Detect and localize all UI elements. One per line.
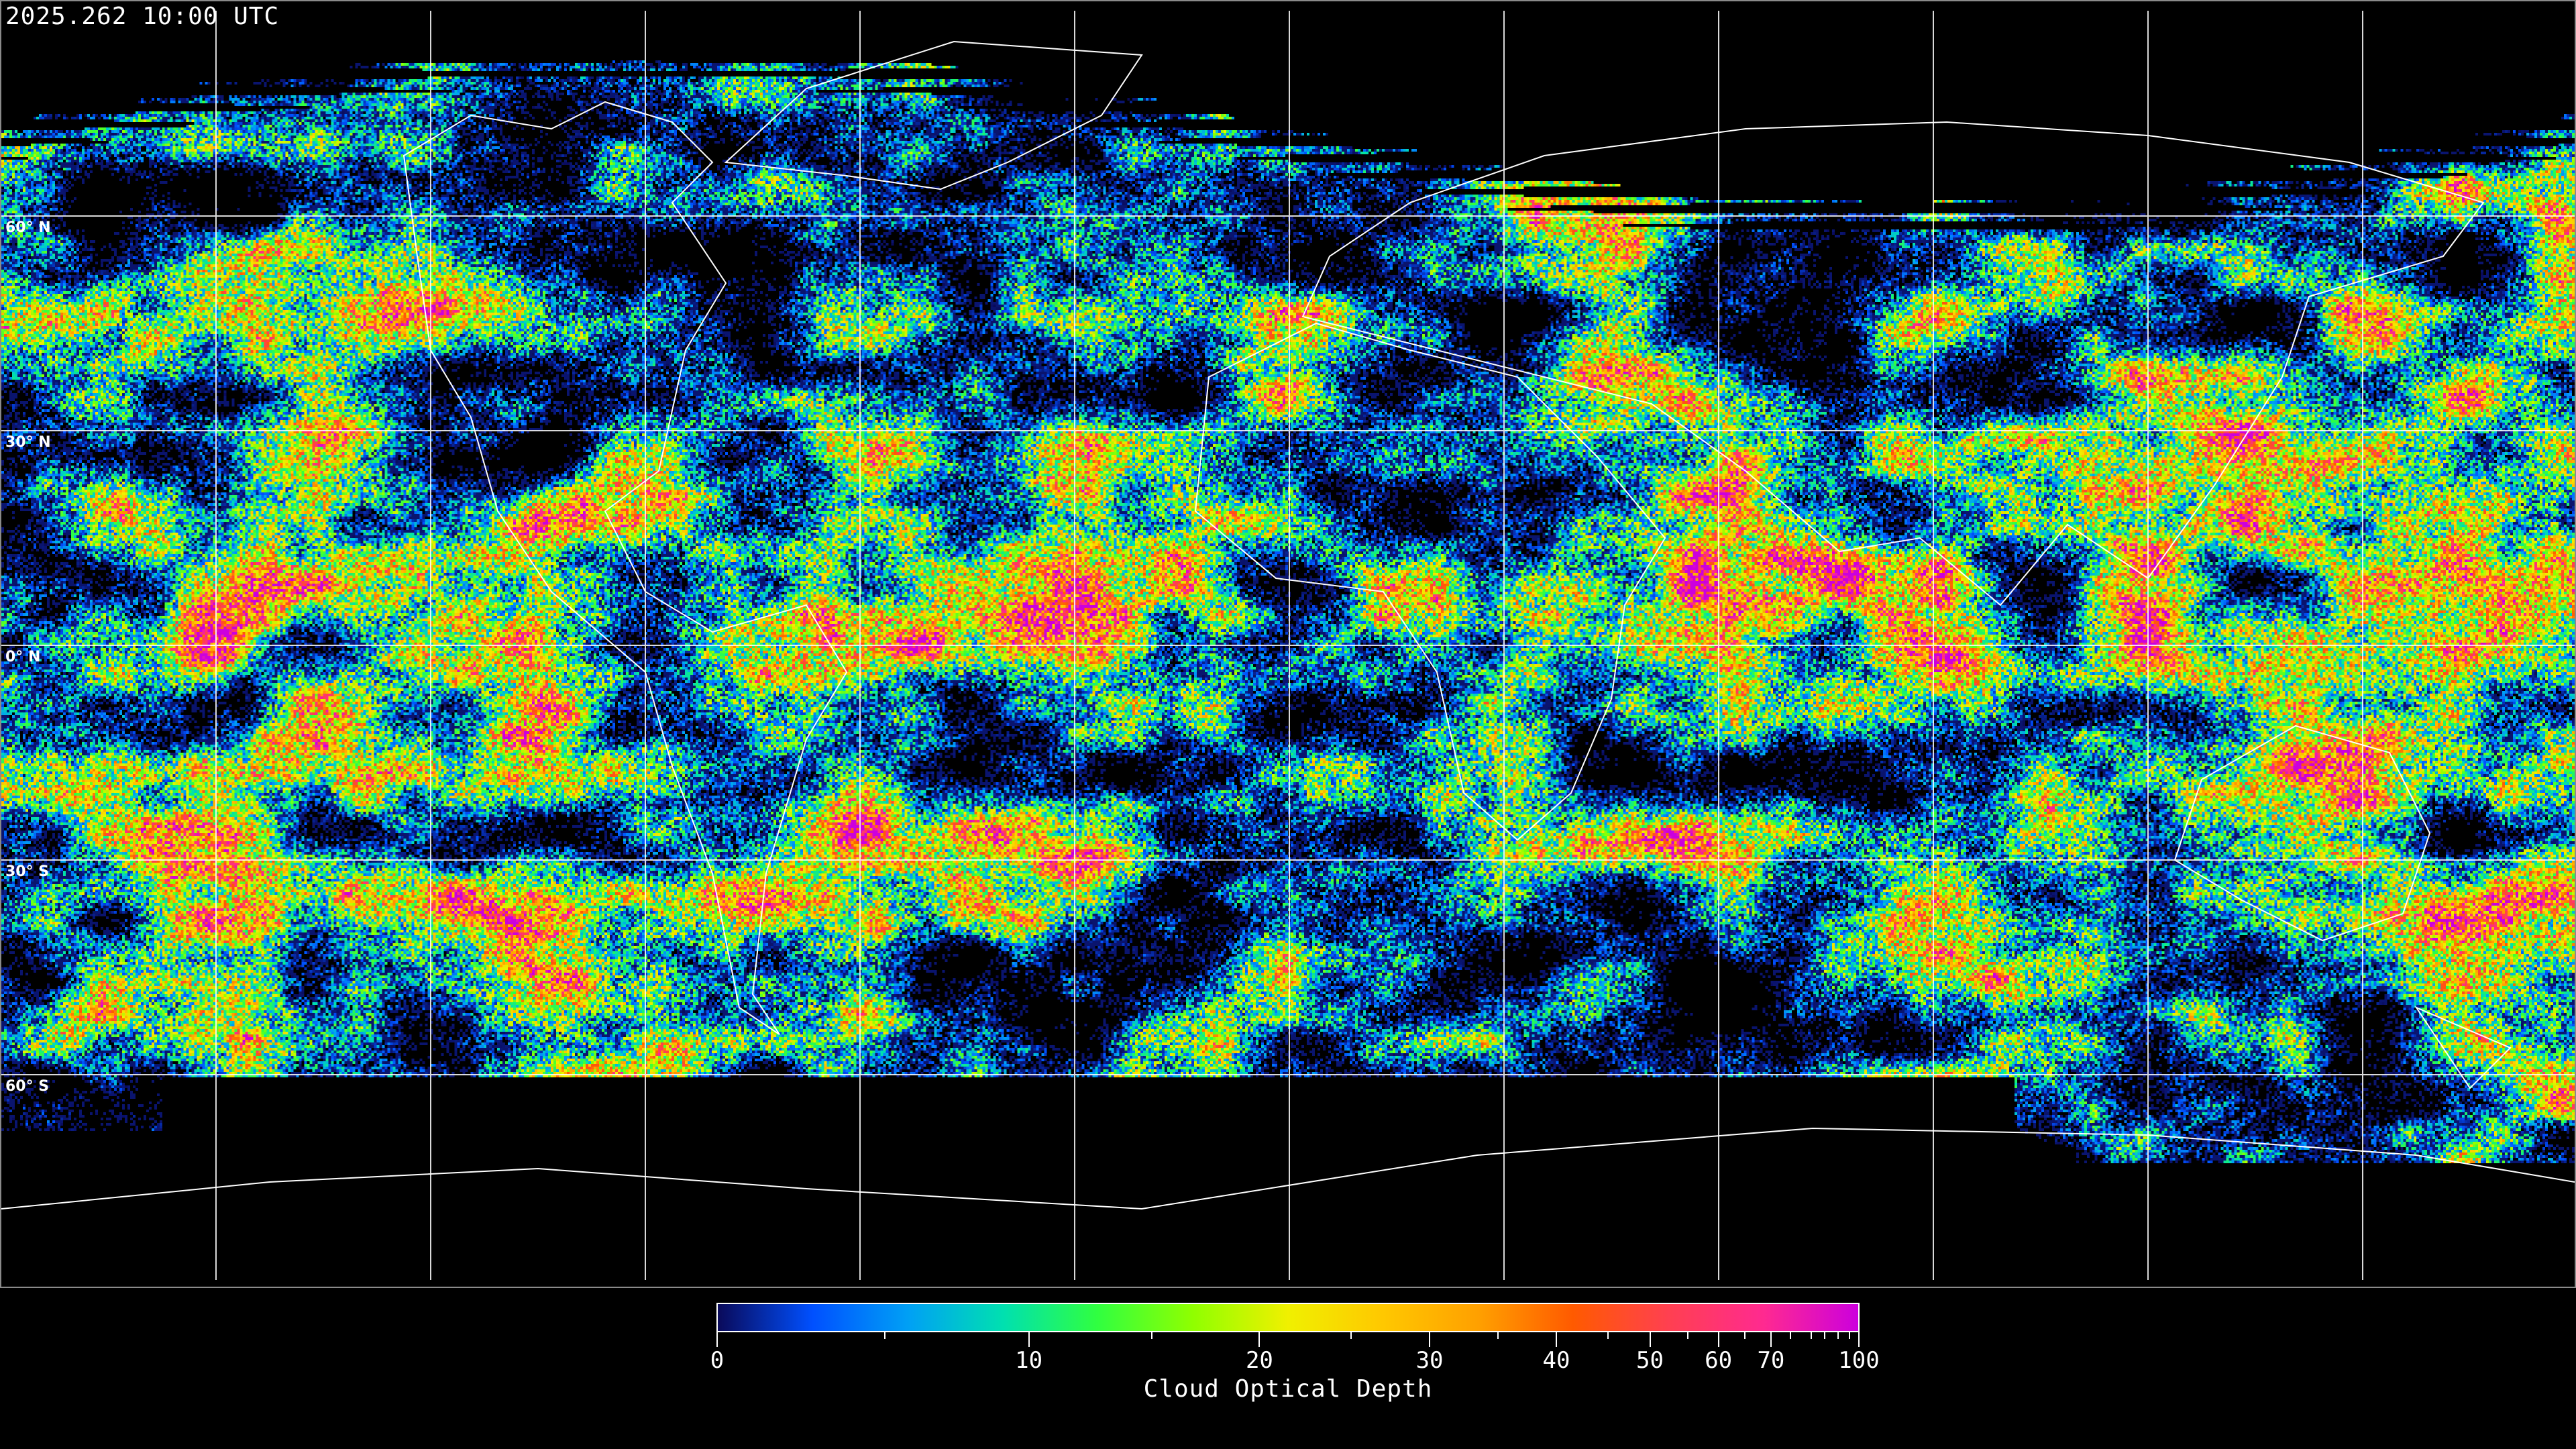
colorbar-major-tick <box>1258 1331 1260 1347</box>
lat-label-60s: 60° S <box>5 1078 50 1095</box>
colorbar-minor-tick <box>884 1331 886 1339</box>
coastline <box>724 40 1143 191</box>
colorbar-tick-label: 20 <box>1245 1347 1273 1374</box>
colorbar-tick-label: 60 <box>1705 1347 1733 1374</box>
colorbar-minor-tick <box>1849 1331 1851 1339</box>
lat-label-30s: 30° S <box>5 863 50 880</box>
timestamp-label: 2025.262 10:00 UTC <box>5 3 280 30</box>
colorbar-ticks: 0 10 20 30 40 50 60 70 100 <box>710 1331 1880 1391</box>
colorbar-minor-tick <box>1810 1331 1812 1339</box>
graticule <box>1 11 2575 1280</box>
coastline <box>2174 724 2431 942</box>
lat-label-60n: 60° N <box>5 219 51 236</box>
colorbar-minor-tick <box>1743 1331 1746 1339</box>
coastlines <box>1 40 2575 1210</box>
colorbar-major-tick <box>1770 1331 1772 1347</box>
lat-label-30n: 30° N <box>5 434 51 451</box>
colorbar-tick-label: 50 <box>1636 1347 1664 1374</box>
colorbar-tick-label: 70 <box>1757 1347 1785 1374</box>
colorbar-major-tick <box>1028 1331 1030 1347</box>
colorbar-major-tick <box>1717 1331 1719 1347</box>
colorbar-minor-tick <box>1497 1331 1499 1339</box>
colorbar-title: Cloud Optical Depth <box>1143 1375 1433 1403</box>
cloud-optical-depth-map: 60° N 30° N 0° N 30° S 60° S 2025.262 10… <box>0 0 2576 1288</box>
colorbar-tick-label: 10 <box>1015 1347 1043 1374</box>
colorbar-tick-label: 100 <box>1838 1347 1880 1374</box>
colorbar-minor-tick <box>1823 1331 1825 1339</box>
colorbar-minor-tick <box>1350 1331 1352 1339</box>
colorbar-major-tick <box>1649 1331 1651 1347</box>
coastline <box>402 101 848 1035</box>
colorbar-tick-label: 40 <box>1542 1347 1570 1374</box>
colorbar-minor-tick <box>1837 1331 1839 1339</box>
colorbar <box>716 1303 1860 1332</box>
lat-label-0: 0° N <box>5 649 41 665</box>
colorbar-tick-label: 30 <box>1415 1347 1444 1374</box>
coastline <box>1194 322 1666 841</box>
colorbar-minor-tick <box>1686 1331 1688 1339</box>
colorbar-major-tick <box>1429 1331 1431 1347</box>
coastline <box>1301 121 2485 606</box>
coastline <box>1 1127 2575 1210</box>
colorbar-major-tick <box>1858 1331 1860 1347</box>
colorbar-tick-label: 0 <box>710 1347 724 1374</box>
colorbar-minor-tick <box>1789 1331 1791 1339</box>
colorbar-minor-tick <box>1151 1331 1153 1339</box>
colorbar-minor-tick <box>1607 1331 1609 1339</box>
colorbar-major-tick <box>1555 1331 1557 1347</box>
coastline <box>2414 1006 2512 1089</box>
map-overlay <box>1 11 2575 1280</box>
colorbar-major-tick <box>716 1331 718 1347</box>
